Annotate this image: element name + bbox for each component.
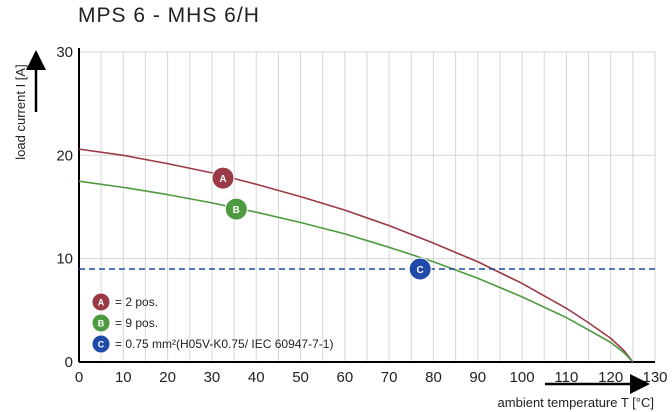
y-tick-label: 30 — [56, 44, 73, 61]
marker-label: C — [417, 265, 424, 276]
y-tick-label: 0 — [65, 354, 73, 371]
chart-title: MPS 6 - MHS 6/H — [78, 4, 260, 27]
x-tick-label: 80 — [425, 369, 442, 386]
x-axis-label: ambient temperature T [°C] — [498, 395, 654, 410]
x-tick-label: 100 — [510, 369, 535, 386]
legend-text: = 0.75 mm²(H05V-K0.75/ IEC 60947-7-1) — [115, 337, 333, 351]
x-tick-label: 0 — [75, 369, 83, 386]
x-tick-label: 50 — [292, 369, 309, 386]
marker-circle — [211, 166, 235, 190]
x-tick-label: 20 — [159, 369, 176, 386]
marker-circle — [408, 257, 432, 281]
legend-swatch — [91, 334, 111, 354]
legend-entry-c: C = 0.75 mm²(H05V-K0.75/ IEC 60947-7-1) — [91, 334, 333, 354]
legend-entry-b: B = 9 pos. — [91, 313, 158, 333]
x-tick-label: 110 — [554, 369, 578, 386]
legend-swatch-label: A — [98, 298, 105, 308]
legend-swatch-label: B — [98, 319, 105, 329]
x-tick-label: 60 — [337, 369, 354, 386]
legend-text: = 2 pos. — [115, 295, 158, 309]
y-axis-label: load current I [A] — [13, 64, 28, 159]
marker-b: B — [224, 197, 248, 221]
y-tick-label: 10 — [56, 251, 73, 268]
x-tick-label: 30 — [204, 369, 221, 386]
marker-label: B — [233, 205, 240, 216]
marker-a: A — [211, 166, 235, 190]
y-tick-label: 20 — [56, 147, 73, 164]
legend-entry-a: A = 2 pos. — [91, 292, 158, 312]
legend-text: = 9 pos. — [115, 316, 158, 330]
x-tick-label: 130 — [642, 369, 667, 386]
x-tick-label: 70 — [381, 369, 398, 386]
x-tick-label: 120 — [598, 369, 623, 386]
series-line-a — [78, 148, 634, 363]
legend-swatch — [91, 313, 111, 333]
legend-swatch — [91, 292, 111, 312]
legend-swatch-label: C — [98, 340, 105, 350]
marker-c: C — [408, 257, 432, 281]
x-tick-label: 40 — [248, 369, 265, 386]
marker-circle — [224, 197, 248, 221]
series-line-b — [78, 180, 634, 363]
x-tick-label: 10 — [115, 369, 132, 386]
marker-label: A — [219, 174, 226, 185]
x-tick-label: 90 — [469, 369, 486, 386]
